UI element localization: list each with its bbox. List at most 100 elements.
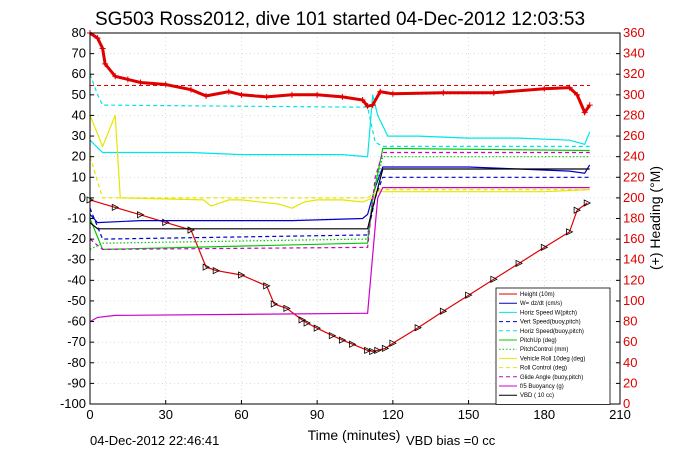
x-tick-label: 180 [533,407,555,422]
y-tick-label: -30 [67,252,86,267]
heading-marker [99,45,106,52]
height-marker [298,316,306,324]
y-tick-label: 70 [72,46,86,61]
height-marker [381,344,390,352]
x-tick-label: 60 [234,407,248,422]
legend-box [495,287,611,405]
y-tick-label: -60 [67,314,86,329]
plot-area [86,30,593,356]
legend: Height (10m) W= dz/dt (cm/s) Horiz Speed W… [495,287,611,405]
y-tick-label: 30 [72,128,86,143]
heading-marker [490,89,497,96]
height-marker [515,259,523,268]
legend-label: Roll Control (deg) [520,366,567,372]
y-right-tick-label: 20 [623,375,637,390]
y-right-tick-label: 320 [623,66,645,81]
heading-marker [225,88,232,95]
y-right-tick-label: 240 [623,149,645,164]
heading-line [89,31,591,116]
y-tick-label: -90 [67,375,86,390]
heading-marker [339,93,346,100]
height-marker [364,346,372,355]
heading-marker [377,88,384,95]
series-line-height-10m [89,199,588,353]
height-marker [465,291,473,299]
heading-marker [112,73,119,80]
height-marker [583,199,592,207]
height-marker [202,263,210,271]
heading-marker [203,92,210,99]
heading-marker [541,85,548,92]
heading-marker [574,91,581,98]
y-right-tick-label: 220 [623,169,645,184]
legend-label: Glide Angle (buoy,pitch) [520,375,583,381]
height-marker [212,266,221,275]
heading-marker [566,84,573,91]
height-marker [439,307,448,315]
y-tick-label: 80 [72,25,86,40]
y-right-tick-label: 80 [623,314,637,329]
legend-label: W= dz/dt (cm/s) [520,301,562,307]
series-line-horiz-speed-w-pitch [89,94,591,158]
y-tick-label: -100 [60,396,86,411]
heading-marker [314,91,321,98]
x-tick-label: 30 [158,407,172,422]
x-axis-label: Time (minutes) [308,427,401,443]
bottom-axis: 0 30 60 90 120 150 180 210 [86,400,631,422]
right-axis: 0 20 40 60 80 100 120 140 160 180 200 220 240 260 280 3… [616,25,645,411]
height-marker [490,275,498,283]
footer-timestamp: 04-Dec-2012 22:46:41 [90,433,219,448]
y-right-tick-label: 0 [623,396,630,411]
height-marker [328,331,337,340]
y-right-tick-label: 300 [623,87,645,102]
heading-marker [94,35,101,42]
series-line-vert-speed-buoy-pitch [89,176,590,240]
height-marker [303,319,311,327]
y-tick-label: -80 [67,355,86,370]
height-marker [414,324,422,332]
height-marker [238,271,246,279]
chart-title: SG503 Ross2012, dive 101 started 04-Dec-… [95,9,585,30]
y-tick-label: 10 [72,169,86,184]
legend-label: PitchControl (mm) [520,347,568,353]
y-right-tick-label: 340 [623,46,645,61]
y-right-tick-label: 160 [623,231,645,246]
x-tick-label: 210 [609,407,631,422]
y-tick-label: -40 [67,272,86,287]
legend-label: PitchUp (deg) [520,338,557,344]
y-right-tick-label: 140 [623,252,645,267]
height-marker [111,203,120,212]
vbd-bias-label: VBD bias =0 cc [406,433,496,448]
y-right-tick-label: 260 [623,128,645,143]
x-tick-label: 0 [86,407,93,422]
heading-marker [369,102,376,109]
heading-marker [102,60,109,67]
heading-marker [586,102,593,109]
heading-marker [359,96,366,103]
height-marker [349,340,357,348]
series-line-vehicle-roll-10deg-deg [89,115,590,209]
heading-marker [137,79,144,86]
legend-label: f/5 Buoyancy (g) [520,384,564,390]
height-marker [374,346,382,355]
y-tick-label: -50 [67,293,86,308]
y-tick-label: -20 [67,231,86,246]
height-marker [270,300,279,308]
height-marker [369,347,377,356]
heading-marker [124,76,131,83]
y-tick-label: 0 [79,190,86,205]
y-tick-label: -70 [67,334,86,349]
height-marker [338,336,347,344]
height-marker [573,206,581,214]
series-line-vbd-10-cc [89,168,590,230]
heading-marker [162,81,169,88]
y-tick-label: 50 [72,87,86,102]
heading-marker [263,93,270,100]
heading-marker [389,90,396,97]
height-marker [313,324,322,332]
heading-marker [364,103,371,110]
series-line-glide-angle-buoy-pitch [89,151,590,251]
y-tick-label: 40 [72,107,86,122]
heading-marker [238,91,245,98]
